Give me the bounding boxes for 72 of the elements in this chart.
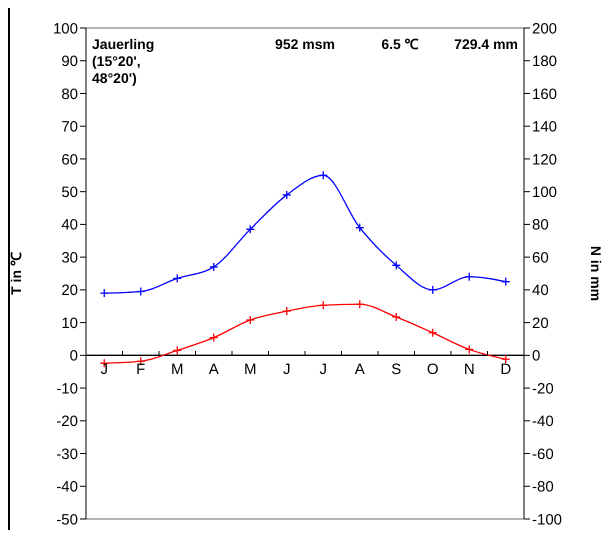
point xyxy=(282,306,292,316)
y2-tick-label: -20 xyxy=(532,380,554,398)
point xyxy=(392,312,401,322)
point xyxy=(246,224,255,234)
y2-tick-label: 120 xyxy=(532,151,558,168)
x-tick-label: J xyxy=(100,361,108,378)
point xyxy=(246,315,255,325)
y-tick-label: 90 xyxy=(61,53,78,70)
point xyxy=(209,333,218,342)
annotation: 952 msm xyxy=(274,36,336,53)
y2-tick-label: 100 xyxy=(532,184,558,201)
x-tick-label: M xyxy=(171,361,184,378)
y-tick-label: 10 xyxy=(61,314,78,332)
x-tick-label: J xyxy=(283,361,290,378)
point xyxy=(428,328,438,338)
y2-tick-label: 140 xyxy=(532,118,558,136)
y2-tick-label: 40 xyxy=(532,282,549,300)
point xyxy=(136,286,146,296)
point xyxy=(392,260,401,270)
y-tick-label: -40 xyxy=(56,478,78,496)
point xyxy=(282,190,292,200)
point xyxy=(209,262,218,272)
x-tick-label: D xyxy=(500,361,512,378)
point xyxy=(318,300,328,310)
point xyxy=(172,274,182,284)
y2-tick-label: -100 xyxy=(532,511,562,528)
y-tick-label: 60 xyxy=(61,151,78,168)
x-tick-label: A xyxy=(208,361,219,378)
y2-tick-label: -80 xyxy=(532,478,554,496)
y-tick-label: 0 xyxy=(70,348,78,365)
y-tick-label: 80 xyxy=(61,86,78,103)
y2-tick-label: 200 xyxy=(532,20,558,38)
y-tick-label: -10 xyxy=(56,380,78,398)
point xyxy=(355,300,364,309)
y-tick-label: -20 xyxy=(56,413,78,430)
annotation: Jauerling (15°20', 48°20') xyxy=(92,36,156,87)
y-tick-label: 100 xyxy=(52,20,78,38)
y-tick-label: -50 xyxy=(56,511,78,528)
point xyxy=(428,285,438,295)
point xyxy=(318,170,328,180)
y-axis-title: T in ℃ xyxy=(8,252,24,295)
y-tick-label: 20 xyxy=(61,282,78,300)
annotation: 729.4 mm xyxy=(453,36,518,53)
y-tick-label: 40 xyxy=(61,216,78,234)
y2-tick-label: 160 xyxy=(532,86,558,103)
y-tick-label: 70 xyxy=(61,118,78,136)
x-tick-label: F xyxy=(136,361,146,378)
y2-tick-label: 80 xyxy=(532,216,549,234)
y-tick-label: 30 xyxy=(61,249,78,266)
x-tick-label: N xyxy=(464,361,475,378)
point xyxy=(464,344,474,354)
x-tick-label: J xyxy=(320,361,327,378)
y2-tick-label: 180 xyxy=(532,53,558,70)
x-tick-label: O xyxy=(426,361,439,378)
x-tick-label: M xyxy=(244,361,256,378)
y2-axis-title: N in mm xyxy=(588,246,604,302)
x-tick-label: A xyxy=(354,361,365,378)
y2-tick-label: -60 xyxy=(532,446,554,463)
x-tick-label: S xyxy=(391,361,402,378)
point xyxy=(355,223,364,232)
point xyxy=(501,354,510,364)
point xyxy=(464,272,474,282)
y2-tick-label: -40 xyxy=(532,413,554,430)
point xyxy=(100,288,109,298)
annotation: 6.5 ℃ xyxy=(380,36,420,53)
y-tick-label: 50 xyxy=(61,184,78,201)
y2-tick-label: 60 xyxy=(532,249,549,266)
y2-tick-label: 20 xyxy=(532,314,549,332)
y2-tick-label: 0 xyxy=(532,348,540,365)
point xyxy=(501,277,510,286)
point xyxy=(172,346,182,356)
y-tick-label: -30 xyxy=(56,446,78,463)
